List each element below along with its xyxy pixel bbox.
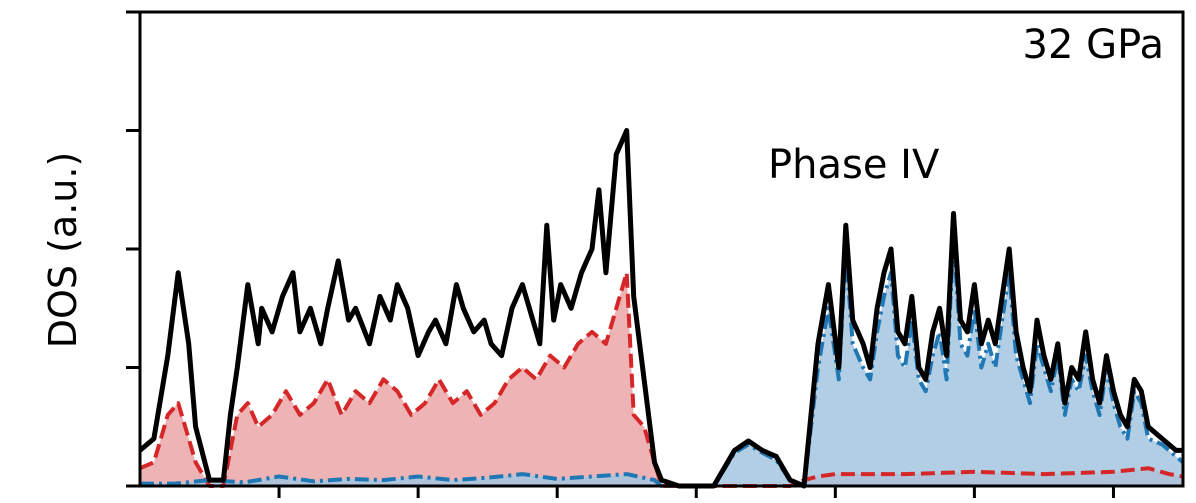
series-2-line bbox=[140, 235, 1185, 488]
phase-annotation: Phase IV bbox=[768, 142, 940, 188]
series-1-area bbox=[140, 272, 1183, 486]
y-axis-label: DOS (a.u.) bbox=[41, 152, 85, 349]
axis-ticks bbox=[126, 10, 1115, 498]
pressure-annotation: 32 GPa bbox=[1023, 22, 1164, 68]
plot-frame bbox=[138, 10, 1185, 488]
series-2-area bbox=[140, 237, 1183, 486]
area-fills bbox=[140, 237, 1183, 486]
